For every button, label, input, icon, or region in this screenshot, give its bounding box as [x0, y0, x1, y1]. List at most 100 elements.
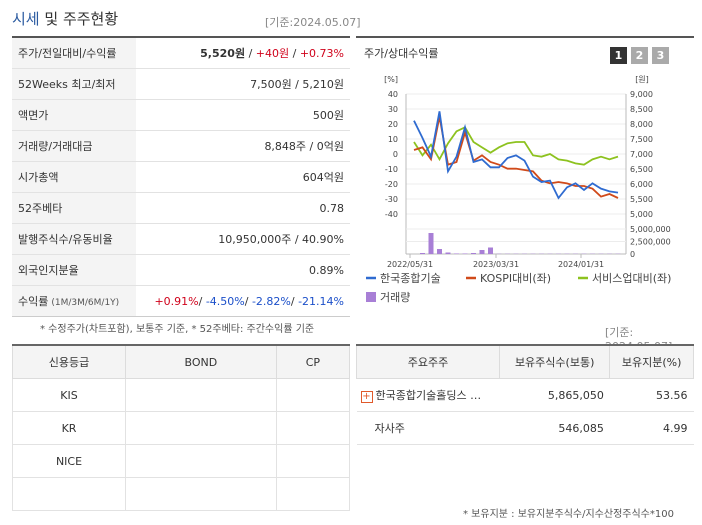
quote-value-text: 604억원: [302, 171, 344, 184]
chart-page-3-button[interactable]: 3: [652, 47, 669, 64]
shareholders-table: 주요주주 보유주식수(보통) 보유지분(%) + 한국종합기술홀딩스 … 5,865,0…: [356, 344, 694, 445]
right-tick-label: 7,000: [630, 150, 653, 159]
credit-cell: [275, 444, 351, 478]
quote-row: 발행주식수/유동비율 10,950,000주 / 40.90%: [12, 223, 350, 255]
left-tick-label: -40: [385, 210, 398, 219]
quote-label-text: 거래량/거래대금: [18, 140, 93, 153]
quote-value-text: 0.89%: [309, 263, 344, 277]
return-2: -4.50%: [205, 294, 245, 308]
volume-bar: [479, 250, 485, 254]
holder-percent: 4.99: [609, 411, 694, 445]
quote-label-text: 시가총액: [18, 171, 59, 184]
volume-bar: [445, 252, 451, 254]
chart-page-1-button[interactable]: 1: [610, 47, 627, 64]
right-tick-label: 5,000: [630, 210, 653, 219]
series-line: [413, 116, 619, 199]
left-tick-label: 10: [388, 135, 398, 144]
change-rate: +0.73%: [299, 47, 344, 60]
credit-cell: [125, 444, 277, 478]
quote-value: +0.91%/ -4.50%/ -2.82%/ -21.14%: [136, 285, 350, 317]
chart-title: 주가/상대수익률: [364, 47, 439, 60]
quote-row: 수익률 (1M/3M/6M/1Y) +0.91%/ -4.50%/ -2.82%/ …: [12, 285, 350, 317]
quote-value-text: 0.78: [319, 201, 345, 215]
holder-shares: 5,865,050: [499, 378, 610, 412]
quote-value-text: 500원: [312, 109, 344, 122]
quote-table: 주가/전일대비/수익률 5,520원 / +40원 / +0.73% 52Weeks…: [12, 36, 350, 317]
chart-panel: [356, 36, 694, 318]
volume-bar: [420, 253, 425, 254]
credit-header: 신용등급: [12, 344, 126, 379]
holder-header: 보유주식수(보통): [498, 344, 611, 379]
holder-name[interactable]: 한국종합기술홀딩스 …: [375, 389, 482, 402]
quote-label-text: 액면가: [18, 109, 49, 122]
right-tick-label: 8,500: [630, 105, 653, 114]
return-1: +0.91%: [154, 294, 199, 308]
credit-cell: KR: [12, 411, 126, 445]
quote-label-text: 52주베타: [18, 202, 63, 215]
legend-swatch: [366, 292, 376, 302]
left-tick-label: -20: [385, 180, 398, 189]
quote-row: 시가총액 604억원: [12, 161, 350, 193]
quote-row: 52주베타 0.78: [12, 192, 350, 224]
quote-row: 액면가 500원: [12, 99, 350, 131]
volume-tick-label: 5,000,000: [630, 225, 671, 234]
chart-page-2-button[interactable]: 2: [631, 47, 648, 64]
quote-label: 거래량/거래대금: [12, 130, 136, 162]
quote-label: 수익률 (1M/3M/6M/1Y): [12, 285, 136, 317]
volume-bar: [454, 253, 459, 254]
holder-header: 보유지분(%): [609, 344, 694, 379]
quote-value: 8,848주 / 0억원: [136, 130, 350, 162]
quote-label-text: 52Weeks 최고/최저: [18, 78, 116, 91]
right-tick-label: 7,500: [630, 135, 653, 144]
legend-label: 서비스업대비(좌): [592, 272, 671, 285]
expand-icon[interactable]: +: [360, 391, 373, 403]
credit-cell: [125, 477, 277, 511]
quote-label-text: 발행주식수/유동비율: [18, 233, 113, 246]
quote-value-text: 7,500원 / 5,210원: [250, 78, 344, 91]
stock-chart: [%] [원] 40 9,000 30 8,500 20 8,000 10 7,500 0 7,000…: [366, 75, 671, 304]
quote-label-text: 외국인지분율: [18, 264, 79, 277]
separator: /: [290, 294, 299, 308]
quote-value: 7,500원 / 5,210원: [136, 68, 350, 100]
table-row: + 한국종합기술홀딩스 … 5,865,050 53.56: [356, 378, 694, 412]
separator: /: [244, 294, 252, 308]
credit-header: CP: [275, 344, 351, 379]
credit-cell: KIS: [12, 378, 126, 412]
quote-value: 5,520원 / +40원 / +0.73%: [136, 36, 350, 69]
quote-label: 외국인지분율: [12, 254, 136, 286]
left-tick-label: 40: [388, 90, 398, 99]
quote-label: 52주베타: [12, 192, 136, 224]
volume-tick-label: 0: [630, 250, 635, 259]
current-price: 5,520원: [200, 47, 246, 60]
volume-bar: [462, 253, 468, 254]
quote-label-text: 주가/전일대비/수익률: [18, 47, 117, 60]
volume-bar: [488, 247, 493, 254]
quote-value: 0.89%: [136, 254, 350, 286]
legend-label: 거래량: [380, 291, 410, 304]
right-tick-label: 6,000: [630, 180, 653, 189]
right-tick-label: 8,000: [630, 120, 653, 129]
quote-value-text: 10,950,000주 / 40.90%: [218, 233, 344, 246]
credit-cell: [275, 477, 351, 511]
quote-value: 604억원: [136, 161, 350, 193]
volume-bar: [471, 253, 476, 254]
credit-rating-table: 신용등급 BOND CP KIS KR NICE: [12, 344, 351, 511]
separator: /: [245, 47, 256, 60]
credit-cell: NICE: [12, 444, 126, 478]
credit-cell: [125, 411, 277, 445]
note-holding: * 보유지분 : 보유지분주식수/지수산정주식수*100: [463, 509, 674, 520]
holder-name-cell: + 한국종합기술홀딩스 …: [356, 378, 500, 412]
title-accent: 시세: [12, 10, 40, 28]
quote-row: 52Weeks 최고/최저 7,500원 / 5,210원: [12, 68, 350, 100]
table-row: 자사주 546,085 4.99: [356, 411, 694, 445]
quote-row: 주가/전일대비/수익률 5,520원 / +40원 / +0.73%: [12, 36, 350, 69]
quote-row: 외국인지분율 0.89%: [12, 254, 350, 286]
separator: /: [198, 294, 206, 308]
credit-cell: [275, 411, 351, 445]
quote-label-text: 수익률: [18, 295, 49, 308]
left-tick-label: 30: [388, 105, 398, 114]
x-tick-label: 2024/01/31: [558, 260, 604, 269]
quote-label: 주가/전일대비/수익률: [12, 36, 136, 69]
quote-value-text: 8,848주 / 0억원: [264, 140, 344, 153]
